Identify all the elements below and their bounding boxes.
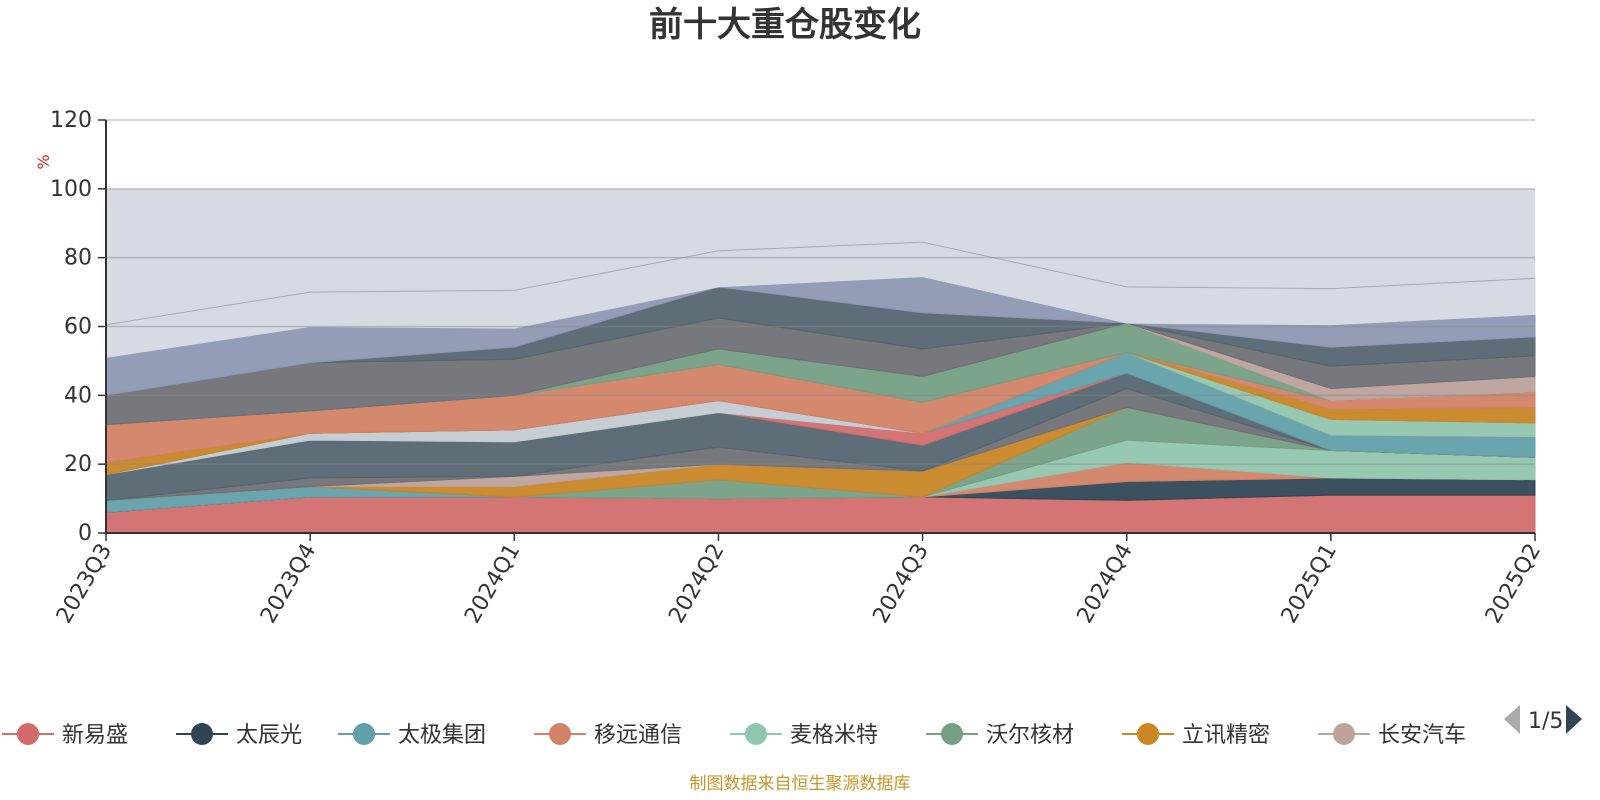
legend-marker-icon xyxy=(941,723,963,745)
x-tick-label-2023Q3: 2023Q3 xyxy=(52,540,117,628)
y-tick-label-60: 60 xyxy=(64,315,92,340)
legend-label: 太辰光 xyxy=(236,723,302,748)
legend-label: 麦格米特 xyxy=(790,723,878,748)
y-tick-label-80: 80 xyxy=(64,246,92,271)
legend-pager: 1/5 xyxy=(1504,705,1582,734)
legend-prev-icon[interactable] xyxy=(1504,705,1520,734)
legend-label: 伊戈尔 xyxy=(1574,723,1600,748)
x-tick-label-2024Q2: 2024Q2 xyxy=(664,540,729,628)
legend-marker-icon xyxy=(191,723,213,745)
legend-marker-icon xyxy=(1333,723,1355,745)
chart-title: 前十大重仓股变化 xyxy=(649,5,921,45)
legend-marker-icon xyxy=(1137,723,1159,745)
legend-label: 移远通信 xyxy=(594,723,682,748)
legend-label: 长安汽车 xyxy=(1378,723,1466,748)
y-tick-label-120: 120 xyxy=(50,108,92,133)
legend-items: 新易盛 太辰光 太极集团 移远通信 麦格米特 沃尔核材 立讯精密 长安汽车 伊戈尔 xyxy=(2,723,1600,748)
legend-next-icon[interactable] xyxy=(1566,705,1582,734)
x-tick-label-2024Q4: 2024Q4 xyxy=(1073,540,1138,628)
legend-label: 立讯精密 xyxy=(1182,723,1270,748)
legend-marker-icon xyxy=(745,723,767,745)
legend-item-4[interactable]: 移远通信 xyxy=(534,723,682,748)
legend-item-7[interactable]: 立讯精密 xyxy=(1122,723,1270,748)
legend-page-indicator: 1/5 xyxy=(1528,709,1563,734)
x-tick-label-2025Q2: 2025Q2 xyxy=(1481,540,1546,628)
legend-marker-icon xyxy=(549,723,571,745)
y-axis-unit: % xyxy=(34,154,53,169)
plot-area: 0 20 40 60 80 100 120 2023Q3 2023Q4 2024Q1 2024Q2 2… xyxy=(50,108,1546,628)
legend-marker-icon xyxy=(17,723,39,745)
legend-item-2[interactable]: 太辰光 xyxy=(176,723,302,748)
series-edge-22 xyxy=(105,241,1536,326)
legend-item-1[interactable]: 新易盛 xyxy=(2,723,128,748)
x-tick-label-2024Q3: 2024Q3 xyxy=(868,540,933,628)
series-area-1 xyxy=(105,494,1536,534)
legend-marker-icon xyxy=(353,723,375,745)
y-tick-label-20: 20 xyxy=(64,452,92,477)
legend-label: 沃尔核材 xyxy=(986,723,1074,748)
legend-label: 新易盛 xyxy=(62,723,128,748)
y-tick-label-100: 100 xyxy=(50,177,92,202)
y-tick-label-40: 40 xyxy=(64,383,92,408)
x-tick-label-2025Q1: 2025Q1 xyxy=(1277,540,1342,628)
legend-item-8[interactable]: 长安汽车 xyxy=(1318,723,1466,748)
source-note: 制图数据来自恒生聚源数据库 xyxy=(690,774,911,794)
legend-item-5[interactable]: 麦格米特 xyxy=(730,723,878,748)
legend-label: 太极集团 xyxy=(398,723,486,748)
series-area-22 xyxy=(105,241,1536,359)
y-tick-label-0: 0 xyxy=(78,521,92,546)
x-tick-label-2024Q1: 2024Q1 xyxy=(460,540,525,628)
legend: 新易盛 太辰光 太极集团 移远通信 麦格米特 沃尔核材 立讯精密 长安汽车 伊戈尔 xyxy=(2,723,1600,748)
legend-item-6[interactable]: 沃尔核材 xyxy=(926,723,1074,748)
legend-item-3[interactable]: 太极集团 xyxy=(338,723,486,748)
x-tick-label-2023Q4: 2023Q4 xyxy=(256,540,321,628)
